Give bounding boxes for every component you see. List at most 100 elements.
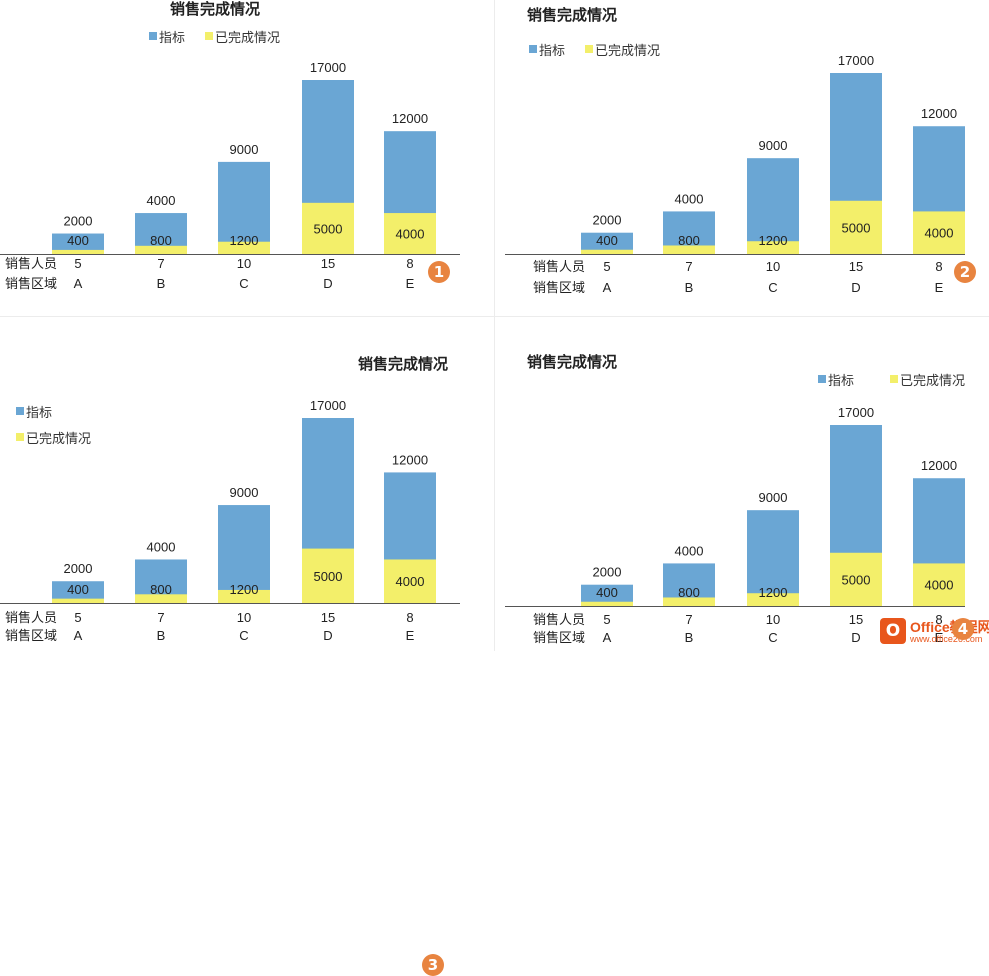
data-label-done-D: 5000 xyxy=(314,569,343,584)
chart-title: 销售完成情况 xyxy=(358,355,448,373)
legend-label-target: 指标 xyxy=(26,405,52,420)
row-1-tick-B: B xyxy=(157,276,166,291)
bar-done-C xyxy=(747,593,799,606)
bar-done-D xyxy=(302,202,354,254)
panel-number-badge: 4 xyxy=(952,618,974,640)
panel-number-badge: 3 xyxy=(422,954,444,976)
bar-done-B xyxy=(663,245,715,254)
data-label-target-C: 9000 xyxy=(230,485,259,500)
bar-done-A xyxy=(581,249,633,254)
row-0-tick-D: 15 xyxy=(849,612,863,627)
bar-target-C xyxy=(218,161,270,254)
row-1-tick-D: D xyxy=(323,276,332,291)
data-label-done-E: 4000 xyxy=(396,574,425,589)
row-1-tick-B: B xyxy=(157,628,166,643)
data-label-target-D: 17000 xyxy=(838,405,874,420)
row-label-1: 销售区域 xyxy=(533,280,585,295)
row-0-tick-B: 7 xyxy=(157,256,164,271)
data-label-target-B: 4000 xyxy=(675,543,704,558)
data-label-done-E: 4000 xyxy=(925,578,954,593)
row-0-tick-A: 5 xyxy=(603,259,610,274)
row-1-tick-D: D xyxy=(851,630,860,645)
row-1-tick-B: B xyxy=(685,280,694,295)
data-label-target-E: 12000 xyxy=(392,111,428,126)
data-label-done-B: 800 xyxy=(678,585,700,600)
data-label-done-C: 1200 xyxy=(759,585,788,600)
data-label-target-B: 4000 xyxy=(147,539,176,554)
row-0-tick-E: 8 xyxy=(406,610,413,625)
panel-number-badge: 2 xyxy=(954,261,976,283)
data-label-target-C: 9000 xyxy=(759,138,788,153)
row-1-tick-E: E xyxy=(935,630,944,645)
legend-label-done: 已完成情况 xyxy=(215,30,280,45)
row-0-tick-E: 8 xyxy=(406,256,413,271)
data-label-target-A: 2000 xyxy=(64,561,93,576)
bar-target-A xyxy=(581,232,633,254)
legend-swatch-done xyxy=(585,45,593,53)
row-1-tick-D: D xyxy=(323,628,332,643)
row-0-tick-A: 5 xyxy=(74,610,81,625)
data-label-done-B: 800 xyxy=(678,233,700,248)
row-1-tick-B: B xyxy=(685,630,694,645)
data-label-target-A: 2000 xyxy=(64,214,93,229)
row-0-tick-B: 7 xyxy=(685,612,692,627)
row-label-1: 销售区域 xyxy=(5,628,57,643)
bar-done-D xyxy=(830,200,882,254)
row-0-tick-C: 10 xyxy=(237,256,251,271)
row-1-tick-C: C xyxy=(768,630,777,645)
bar-done-E xyxy=(913,563,965,606)
data-label-target-D: 17000 xyxy=(310,60,346,75)
row-label-0: 销售人员 xyxy=(5,256,57,271)
data-label-target-B: 4000 xyxy=(147,193,176,208)
data-label-target-C: 9000 xyxy=(230,142,259,157)
row-0-tick-D: 15 xyxy=(321,610,335,625)
legend-label-done: 已完成情况 xyxy=(900,373,965,388)
legend-swatch-target xyxy=(16,407,24,415)
bar-done-C xyxy=(218,241,270,254)
legend-swatch-done xyxy=(205,32,213,40)
data-label-target-E: 12000 xyxy=(392,452,428,467)
row-1-tick-E: E xyxy=(935,280,944,295)
data-label-done-C: 1200 xyxy=(759,233,788,248)
data-label-done-C: 1200 xyxy=(230,582,259,597)
legend-swatch-target xyxy=(529,45,537,53)
data-label-target-A: 2000 xyxy=(593,565,622,580)
row-0-tick-A: 5 xyxy=(74,256,81,271)
chart-panel-2: 销售完成情况 指标 已完成情况 2000 400 4000 800 9000 1200 17000… xyxy=(505,0,989,300)
data-label-target-E: 12000 xyxy=(921,458,957,473)
data-label-done-C: 1200 xyxy=(230,233,259,248)
row-0-tick-B: 7 xyxy=(157,610,164,625)
data-label-done-A: 400 xyxy=(596,585,618,600)
row-1-tick-A: A xyxy=(603,280,612,295)
bar-done-B xyxy=(135,594,187,603)
chart-svg: 销售完成情况指标已完成情况200040040008009000120017000… xyxy=(505,353,965,645)
legend-swatch-target xyxy=(149,32,157,40)
bar-done-D xyxy=(830,552,882,606)
bar-target-A xyxy=(581,584,633,606)
panel-divider-horizontal xyxy=(0,316,989,317)
data-label-done-A: 400 xyxy=(67,233,89,248)
bar-target-A xyxy=(52,581,104,603)
row-1-tick-C: C xyxy=(239,276,248,291)
bar-target-C xyxy=(218,505,270,603)
watermark-url: www.office26.com xyxy=(910,634,983,644)
data-label-target-D: 17000 xyxy=(310,398,346,413)
legend-label-target: 指标 xyxy=(159,30,185,45)
bar-done-D xyxy=(302,548,354,603)
chart-svg: 销售完成情况指标已完成情况200040040008009000120017000… xyxy=(0,355,460,643)
bar-target-C xyxy=(747,158,799,254)
row-label-1: 销售区域 xyxy=(533,630,585,645)
legend-label-done: 已完成情况 xyxy=(26,431,91,446)
row-1-tick-A: A xyxy=(74,276,83,291)
row-1-tick-E: E xyxy=(406,276,415,291)
chart-panel-1: 销售完成情况 指标 已完成情况 2000 400 4000 800 9000 1200 17000… xyxy=(0,0,480,300)
data-label-target-E: 12000 xyxy=(921,106,957,121)
row-1-tick-A: A xyxy=(603,630,612,645)
legend-label-done: 已完成情况 xyxy=(595,43,660,58)
row-1-tick-D: D xyxy=(851,280,860,295)
legend-label-target: 指标 xyxy=(539,43,565,58)
data-label-done-E: 4000 xyxy=(925,226,954,241)
chart-panel-3: 销售完成情况 指标 已完成情况 2000 400 4000 800 9000 1200 17000… xyxy=(0,335,480,651)
row-0-tick-A: 5 xyxy=(603,612,610,627)
bar-done-A xyxy=(52,598,104,603)
